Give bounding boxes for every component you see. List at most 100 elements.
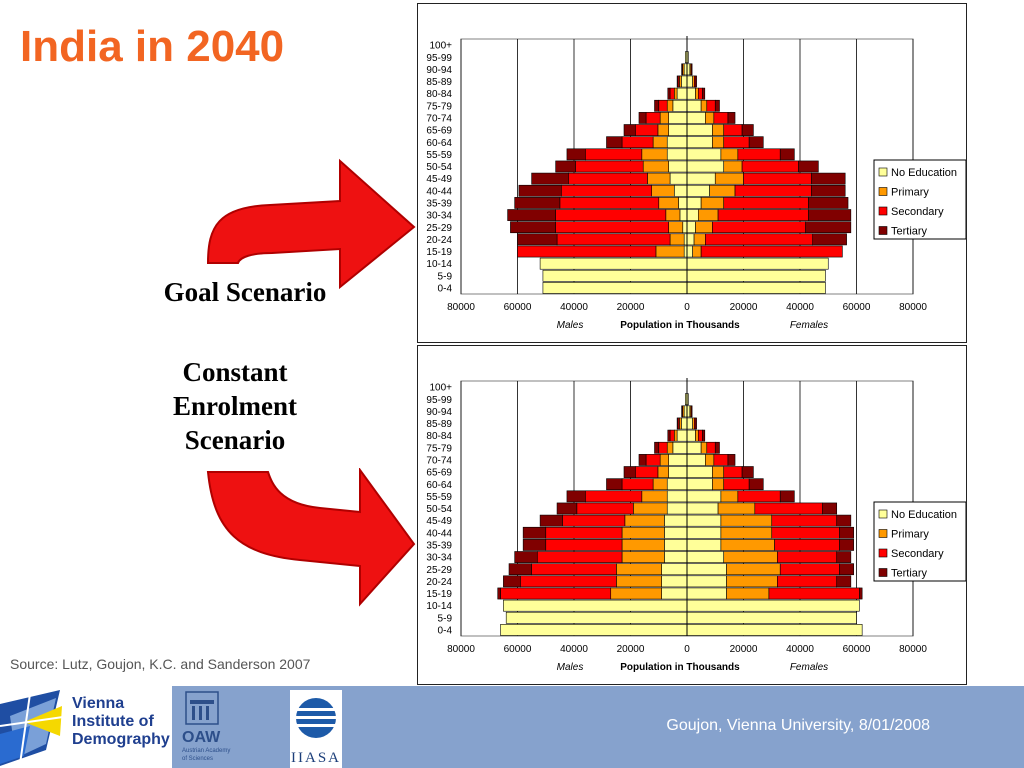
female-bar-segment: [712, 478, 725, 491]
male-bar-segment: [665, 209, 681, 221]
female-bar-segment: [810, 184, 846, 197]
x-tick-label: 60000: [843, 644, 871, 655]
female-bar-segment: [836, 551, 852, 563]
age-group-label: 5-9: [438, 271, 453, 282]
male-bar-segment: [624, 514, 665, 527]
age-group-label: 55-59: [426, 150, 452, 161]
female-bar-segment: [686, 197, 702, 209]
female-bar-segment: [695, 87, 699, 100]
legend-label: Primary: [891, 529, 929, 541]
age-group-label: 75-79: [426, 101, 452, 112]
x-tick-label: 0: [684, 644, 690, 655]
goal-scenario-pyramid-chart: 80000 60000 40000 20000 0 20000 40000 60000 8000…: [417, 3, 967, 343]
male-bar-segment: [659, 112, 669, 124]
age-group-label: 70-74: [426, 456, 452, 467]
female-bar-segment: [723, 197, 809, 209]
male-bar-segment: [645, 112, 661, 124]
male-bar-segment: [539, 257, 688, 270]
age-group-label: 100+: [429, 383, 452, 394]
female-bar-segment: [734, 184, 812, 197]
male-bar-segment: [505, 611, 688, 624]
male-bar-segment: [621, 539, 665, 551]
age-group-label: 20-24: [426, 577, 452, 588]
x-tick-label: 40000: [786, 302, 814, 313]
male-bar-segment: [667, 87, 671, 100]
female-bar-segment: [836, 575, 852, 588]
male-bar-segment: [657, 466, 669, 478]
male-bar-segment: [664, 539, 688, 551]
female-bar-segment: [686, 624, 863, 636]
females-label: Females: [790, 662, 828, 673]
female-bar-segment: [706, 99, 716, 112]
female-bar-segment: [779, 563, 840, 576]
male-bar-segment: [606, 136, 623, 149]
male-bar-segment: [666, 478, 688, 491]
female-bar-segment: [686, 563, 727, 576]
age-group-label: 90-94: [426, 407, 452, 418]
x-axis-title: Population in Thousands: [620, 320, 740, 331]
x-tick-label: 60000: [843, 302, 871, 313]
female-bar-segment: [686, 611, 857, 624]
male-bar-segment: [673, 87, 678, 100]
male-bar-segment: [508, 563, 532, 576]
age-group-label: 30-34: [426, 211, 452, 222]
male-bar-segment: [638, 454, 647, 466]
male-bar-segment: [641, 148, 668, 161]
male-bar-segment: [497, 587, 501, 600]
female-bar-segment: [726, 563, 781, 576]
female-bar-segment: [726, 575, 778, 588]
male-bar-segment: [621, 478, 654, 491]
age-group-label: 65-69: [426, 468, 452, 479]
male-bar-segment: [673, 429, 678, 442]
female-bar-segment: [774, 539, 840, 551]
male-bar-segment: [514, 551, 538, 563]
female-bar-segment: [723, 136, 750, 149]
age-group-label: 70-74: [426, 114, 452, 125]
male-bar-segment: [676, 87, 688, 100]
slide-title: India in 2040: [20, 22, 285, 71]
male-bar-segment: [545, 539, 623, 551]
legend: [873, 159, 966, 240]
female-bar-segment: [741, 466, 754, 478]
constant-enrolment-pyramid-chart: 80000 60000 40000 20000 0 20000 40000 60000 8000…: [417, 345, 967, 685]
male-bar-segment: [503, 575, 521, 588]
legend-label: Secondary: [891, 206, 944, 218]
female-bar-segment: [686, 257, 829, 270]
female-bar-segment: [748, 478, 764, 491]
male-bar-segment: [669, 87, 675, 100]
age-group-label: 10-14: [426, 601, 452, 612]
female-bar-segment: [686, 551, 725, 563]
female-bar-segment: [723, 478, 750, 491]
male-bar-segment: [666, 502, 688, 515]
age-group-label: 55-59: [426, 492, 452, 503]
female-bar-segment: [839, 526, 854, 539]
female-bar-segment: [695, 429, 699, 442]
age-group-label: 10-14: [426, 259, 452, 270]
male-bar-segment: [616, 563, 662, 576]
male-bar-segment: [641, 490, 668, 503]
x-tick-label: 20000: [730, 302, 758, 313]
female-bar-segment: [697, 209, 719, 221]
male-bar-segment: [560, 184, 652, 197]
male-bar-segment: [633, 502, 668, 515]
legend-label: Secondary: [891, 548, 944, 560]
male-bar-segment: [507, 209, 556, 221]
footer-credit: Goujon, Vienna University, 8/01/2008: [666, 717, 930, 734]
male-bar-segment: [556, 233, 671, 246]
age-group-label: 25-29: [426, 223, 452, 234]
x-tick-label: 40000: [560, 644, 588, 655]
male-bar-segment: [672, 99, 688, 112]
female-bar-segment: [700, 441, 708, 454]
female-bar-segment: [706, 441, 716, 454]
female-bar-segment: [713, 112, 729, 124]
male-bar-segment: [500, 624, 688, 636]
male-bar-segment: [672, 441, 688, 454]
male-bar-segment: [651, 184, 675, 197]
legend-swatch: [878, 167, 888, 177]
male-bar-segment: [673, 184, 688, 197]
male-bar-segment: [585, 148, 643, 161]
age-group-label: 65-69: [426, 126, 452, 137]
male-bar-segment: [542, 269, 688, 282]
male-bar-segment: [555, 160, 576, 173]
legend-swatch: [878, 548, 888, 558]
